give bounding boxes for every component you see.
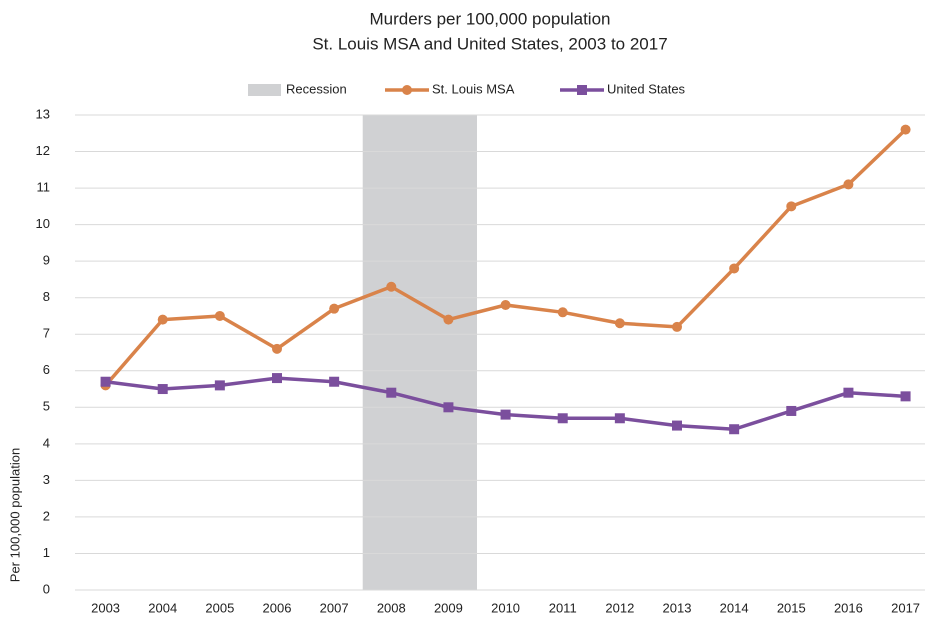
marker (843, 387, 854, 398)
marker (329, 303, 340, 314)
chart-title: Murders per 100,000 population (370, 9, 611, 28)
marker (672, 420, 682, 431)
x-tick-label: 2006 (263, 600, 292, 615)
y-tick-label: 11 (37, 180, 51, 195)
marker (100, 376, 111, 387)
marker (214, 310, 225, 321)
y-tick-label: 10 (36, 216, 50, 231)
y-tick-label: 13 (36, 106, 50, 121)
recession-band (362, 115, 477, 590)
marker (214, 380, 225, 391)
series-line (105, 376, 906, 431)
marker (157, 384, 168, 395)
x-tick-label: 2012 (605, 600, 634, 615)
y-tick-label: 5 (43, 399, 50, 414)
marker (386, 387, 397, 398)
x-tick-label: 2008 (377, 600, 406, 615)
y-tick-label: 0 (43, 581, 50, 596)
marker (443, 402, 454, 413)
y-tick-label: 8 (43, 289, 50, 304)
y-tick-label: 3 (43, 472, 50, 487)
x-tick-label: 2014 (720, 600, 749, 615)
y-tick-label: 6 (43, 362, 50, 377)
legend-label: St. Louis MSA (432, 81, 515, 96)
marker (443, 314, 454, 325)
marker (672, 321, 682, 332)
marker (272, 343, 282, 354)
marker (557, 307, 568, 318)
x-tick-label: 2005 (205, 600, 234, 615)
series-line (104, 128, 907, 387)
x-tick-label: 2016 (834, 600, 863, 615)
y-tick-label: 12 (36, 143, 50, 158)
y-tick-label: 1 (43, 545, 50, 560)
x-tick-label: 2010 (491, 600, 520, 615)
y-tick-label: 4 (43, 435, 50, 450)
marker (500, 409, 511, 420)
marker (157, 314, 168, 325)
y-tick-label: 2 (43, 508, 50, 523)
y-tick-label: 9 (43, 253, 50, 268)
x-tick-label: 2013 (663, 600, 692, 615)
y-axis-label: Per 100,000 population (7, 448, 22, 582)
marker (729, 263, 740, 274)
marker (729, 424, 740, 435)
legend-marker (402, 85, 412, 95)
legend-label: United States (607, 81, 686, 96)
marker (386, 281, 397, 292)
marker (557, 413, 568, 424)
x-tick-label: 2017 (891, 600, 920, 615)
marker (272, 373, 282, 384)
marker (329, 376, 340, 387)
marker (900, 124, 911, 135)
marker (900, 391, 911, 402)
marker (500, 300, 511, 310)
x-tick-label: 2003 (91, 600, 120, 615)
marker (614, 413, 625, 424)
x-tick-label: 2009 (434, 600, 463, 615)
marker (843, 179, 854, 190)
chart-subtitle: St. Louis MSA and United States, 2003 to… (312, 34, 667, 53)
legend-marker (577, 85, 587, 95)
x-tick-label: 2004 (148, 600, 177, 615)
marker (786, 201, 797, 212)
x-tick-label: 2011 (549, 600, 577, 615)
legend-swatch (248, 84, 281, 96)
legend-label: Recession (286, 81, 347, 96)
y-tick-label: 7 (43, 326, 50, 341)
marker (786, 405, 797, 416)
x-tick-label: 2015 (777, 600, 806, 615)
marker (614, 318, 625, 329)
x-tick-label: 2007 (320, 600, 349, 615)
